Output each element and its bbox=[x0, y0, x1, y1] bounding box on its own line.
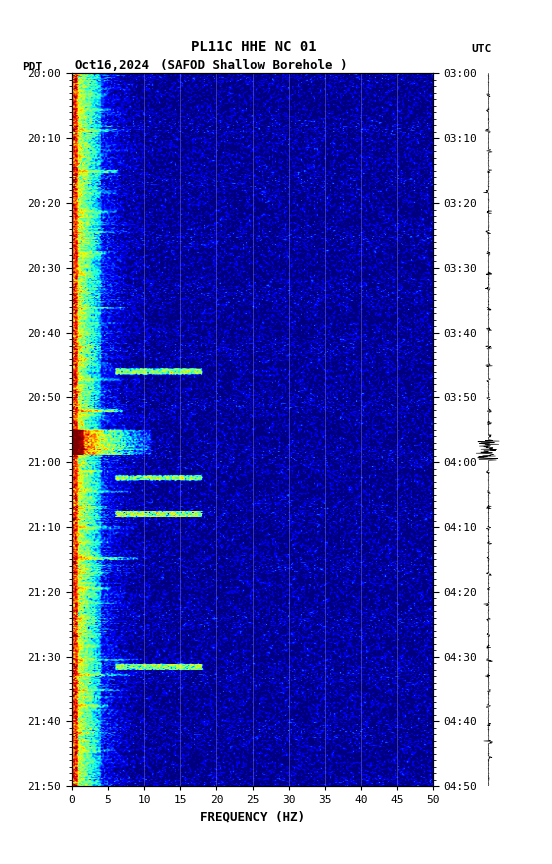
X-axis label: FREQUENCY (HZ): FREQUENCY (HZ) bbox=[200, 810, 305, 823]
Text: PL11C HHE NC 01: PL11C HHE NC 01 bbox=[191, 40, 317, 54]
Text: PDT: PDT bbox=[22, 61, 43, 72]
Text: Oct16,2024: Oct16,2024 bbox=[75, 59, 150, 72]
Text: UTC: UTC bbox=[471, 43, 491, 54]
Text: (SAFOD Shallow Borehole ): (SAFOD Shallow Borehole ) bbox=[160, 59, 348, 72]
